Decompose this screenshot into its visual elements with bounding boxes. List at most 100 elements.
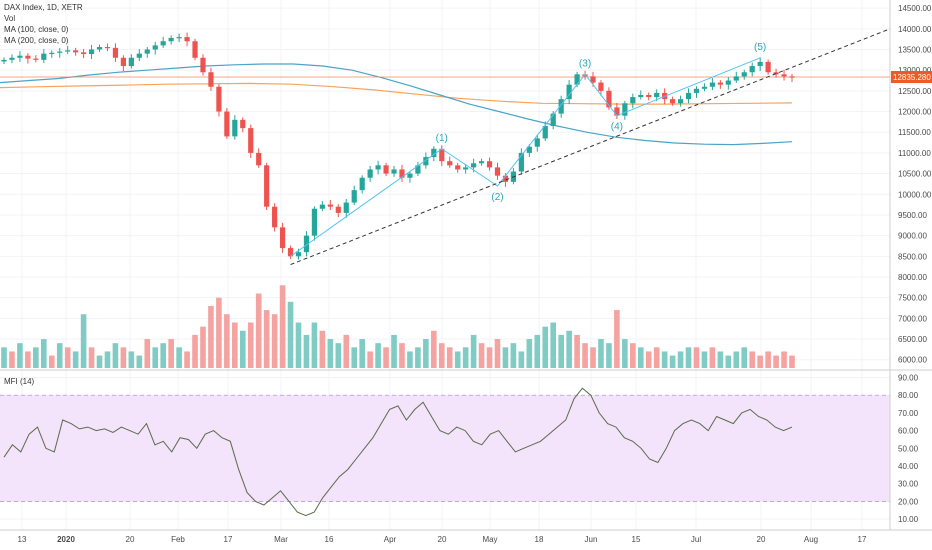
candle-body	[654, 92, 660, 98]
volume-bar	[606, 343, 612, 368]
last-price-badge	[891, 70, 932, 83]
volume-bar	[446, 347, 453, 368]
volume-bar	[781, 351, 787, 368]
candle-body	[606, 90, 612, 108]
volume-bar	[757, 355, 763, 368]
chart-title: DAX Index, 1D, XETR	[4, 3, 83, 12]
time-tick-label: 16	[325, 535, 334, 544]
candle-body	[327, 204, 333, 207]
volume-bar	[669, 355, 676, 368]
price-tick-label: 12000.00	[898, 108, 932, 117]
candle-body	[574, 74, 580, 85]
candle-body	[383, 165, 389, 174]
candle-body	[399, 169, 405, 178]
candle-body	[49, 52, 55, 55]
time-tick-label: 15	[632, 535, 641, 544]
volume-bar	[279, 285, 286, 368]
price-tick-label: 11500.00	[898, 128, 931, 137]
candle-body	[208, 72, 214, 87]
volume-bar	[359, 339, 365, 368]
candle-body	[279, 227, 286, 249]
candle-body	[335, 206, 341, 213]
volume-bar	[40, 339, 47, 368]
candle-body	[749, 66, 755, 73]
time-axis-ticks: 13 2020 20 Feb 17 Mar 16 Apr 20 May 18 Jun 15 Jul 20 Au…	[18, 535, 867, 544]
volume-bar	[383, 347, 389, 368]
price-tick-label: 12500.00	[898, 87, 932, 96]
candle-body	[598, 82, 604, 91]
volume-bar	[160, 343, 166, 368]
volume-bar	[550, 322, 557, 368]
candle-body	[112, 47, 119, 58]
last-price-badge-text: 12835.280	[893, 73, 931, 82]
volume-bar	[48, 355, 55, 368]
price-tick-label: 7500.00	[898, 294, 927, 303]
volume-bar	[224, 314, 230, 368]
candle-body	[136, 53, 142, 58]
wave-label: (1)	[436, 133, 448, 144]
volume-bar	[168, 339, 174, 368]
volume-bar	[9, 351, 15, 368]
price-tick-label: 9000.00	[898, 232, 927, 241]
candle-body	[677, 99, 684, 104]
price-tick-label: 10000.00	[898, 190, 932, 199]
candle-body	[423, 157, 429, 166]
candle-body	[614, 107, 620, 116]
time-tick-label: 2020	[57, 535, 75, 544]
volume-bar	[319, 330, 326, 368]
mfi-tick-label: 20.00	[898, 497, 919, 506]
volume-bar	[407, 351, 413, 368]
elliott-wave-line	[290, 57, 761, 257]
volume-bar	[144, 339, 151, 368]
volume-bar	[637, 347, 644, 368]
candle-body	[319, 204, 325, 209]
volume-bar	[128, 351, 135, 368]
volume-bar	[216, 297, 222, 368]
candle-body	[486, 161, 493, 168]
price-tick-label: 13000.00	[898, 66, 932, 75]
price-tick-label: 14500.00	[898, 4, 932, 13]
candle-body	[104, 47, 111, 49]
candle-body	[447, 161, 453, 166]
candle-body	[96, 47, 103, 50]
mfi-tick-label: 40.00	[898, 462, 919, 471]
candle-body	[407, 173, 413, 178]
volume-bar	[590, 347, 596, 368]
candle-body	[144, 49, 150, 54]
candle-body	[622, 103, 628, 116]
volume-bar	[431, 330, 437, 368]
mfi-tick-label: 70.00	[898, 409, 919, 418]
volume-bar	[717, 351, 724, 368]
candle-body	[351, 190, 357, 203]
candle-body	[638, 95, 644, 98]
candle-body	[670, 99, 676, 104]
volume-bar	[184, 351, 190, 368]
candle-body	[367, 169, 373, 178]
volume-bar	[391, 334, 397, 368]
candle-body	[240, 119, 246, 129]
candle-body	[25, 55, 31, 59]
wave-label: (2)	[491, 192, 503, 203]
volume-bar	[470, 334, 477, 368]
mfi-tick-label: 50.00	[898, 444, 919, 453]
candle-body	[303, 235, 310, 253]
candle-body	[73, 50, 79, 53]
volume-bar	[693, 347, 700, 368]
mfi-tick-label: 10.00	[898, 515, 919, 524]
candle-body	[41, 53, 47, 60]
candle-body	[256, 152, 262, 166]
wave-label: (4)	[611, 122, 623, 133]
volume-bar	[598, 339, 604, 368]
time-tick-label: 13	[18, 535, 27, 544]
time-tick-label: Aug	[804, 535, 818, 544]
volume-bar	[454, 351, 461, 368]
volume-bar	[773, 355, 779, 368]
candle-body	[542, 126, 548, 139]
mfi-band	[0, 395, 890, 502]
candle-body	[391, 169, 397, 174]
volume-bar	[518, 351, 525, 368]
candle-body	[9, 57, 15, 60]
price-tick-label: 6500.00	[898, 335, 927, 344]
mfi-axis-ticks: 90.00 80.00 70.00 60.00 50.00 40.00 30.00 20.00…	[898, 374, 919, 525]
candle-body	[248, 128, 254, 153]
